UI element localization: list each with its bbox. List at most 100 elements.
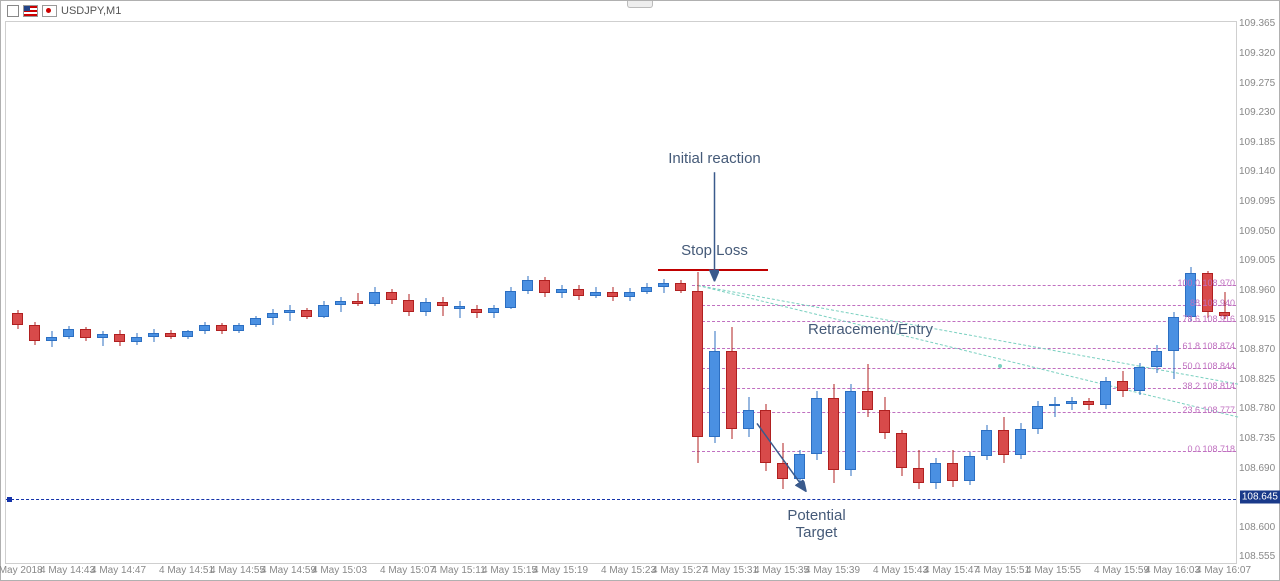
candle (454, 22, 465, 565)
candle (1049, 22, 1060, 565)
candle (386, 22, 397, 565)
candle (199, 22, 210, 565)
y-tick: 108.780 (1239, 403, 1275, 414)
chart-frame: USDJPY,M1 Initial reaction Stop Loss Retra… (0, 0, 1280, 581)
candle (182, 22, 193, 565)
y-tick: 109.185 (1239, 137, 1275, 148)
candle (930, 22, 941, 565)
candle (777, 22, 788, 565)
fib-level-label: 88 108.940 (1190, 298, 1235, 308)
candle (1083, 22, 1094, 565)
candle (539, 22, 550, 565)
y-tick: 108.960 (1239, 285, 1275, 296)
candle (1219, 22, 1230, 565)
candle (811, 22, 822, 565)
y-tick: 108.690 (1239, 463, 1275, 474)
y-tick: 109.320 (1239, 48, 1275, 59)
candle (216, 22, 227, 565)
fib-level-label: 50.0 108.844 (1182, 361, 1235, 371)
candle (947, 22, 958, 565)
x-tick: 4 May 15:11 (431, 565, 485, 576)
candle (437, 22, 448, 565)
flag-jp-icon (42, 5, 57, 17)
chart-title: USDJPY,M1 (7, 5, 121, 17)
candle (301, 22, 312, 565)
candle (590, 22, 601, 565)
price-plot[interactable]: Initial reaction Stop Loss Retracement/Ent… (5, 21, 1237, 564)
candle (1168, 22, 1179, 565)
candle (114, 22, 125, 565)
candle (998, 22, 1009, 565)
x-axis: 4 May 20184 May 14:434 May 14:474 May 14… (5, 565, 1237, 579)
x-tick: 4 May 15:23 (601, 565, 656, 576)
candle (488, 22, 499, 565)
y-tick: 109.230 (1239, 107, 1275, 118)
candle (1015, 22, 1026, 565)
annotation-stop-loss: Stop Loss (681, 242, 748, 259)
x-tick: 4 May 14:51 (159, 565, 214, 576)
candle (505, 22, 516, 565)
candle (46, 22, 57, 565)
candle (624, 22, 635, 565)
candle (250, 22, 261, 565)
candle (267, 22, 278, 565)
candle (80, 22, 91, 565)
candle (165, 22, 176, 565)
candle (284, 22, 295, 565)
candle (335, 22, 346, 565)
y-tick: 108.555 (1239, 551, 1275, 562)
candle (760, 22, 771, 565)
x-tick: 4 May 16:03 (1145, 565, 1200, 576)
candle (1202, 22, 1213, 565)
candle (1100, 22, 1111, 565)
annotation-retracement-entry: Retracement/Entry (808, 321, 933, 338)
stop-loss-line (658, 269, 768, 271)
candle (828, 22, 839, 565)
x-tick: 4 May 15:27 (652, 565, 707, 576)
x-tick: 4 May 15:31 (703, 565, 758, 576)
candle (607, 22, 618, 565)
candle (352, 22, 363, 565)
candle (981, 22, 992, 565)
y-axis: 109.365109.320109.275109.230109.185109.1… (1237, 21, 1279, 564)
x-tick: 4 May 15:15 (482, 565, 537, 576)
candle (148, 22, 159, 565)
x-tick: 4 May 14:47 (91, 565, 146, 576)
candle (743, 22, 754, 565)
candle (1032, 22, 1043, 565)
y-tick: 109.050 (1239, 226, 1275, 237)
fib-level-label: 61.8 108.874 (1182, 341, 1235, 351)
annotation-initial-reaction: Initial reaction (668, 150, 761, 167)
x-tick: 4 May 15:03 (312, 565, 367, 576)
fib-level-label: 78.6 108.916 (1182, 314, 1235, 324)
candle (1117, 22, 1128, 565)
candle (658, 22, 669, 565)
y-tick: 108.735 (1239, 433, 1275, 444)
candle (1151, 22, 1162, 565)
x-tick: 4 May 2018 (0, 565, 43, 576)
y-tick: 108.600 (1239, 522, 1275, 533)
candle (862, 22, 873, 565)
fib-level-label: 0.0 108.718 (1187, 444, 1235, 454)
candle (692, 22, 703, 565)
y-tick: 108.870 (1239, 344, 1275, 355)
candle (131, 22, 142, 565)
y-tick: 109.140 (1239, 166, 1275, 177)
candle (794, 22, 805, 565)
x-tick: 4 May 15:35 (754, 565, 809, 576)
current-price-box: 108.645 (1240, 491, 1280, 504)
candle (403, 22, 414, 565)
fib-level-label: 23.6 108.777 (1182, 405, 1235, 415)
candle (471, 22, 482, 565)
candle (556, 22, 567, 565)
candle (1134, 22, 1145, 565)
annotation-potential-target: PotentialTarget (787, 507, 845, 541)
candle (1185, 22, 1196, 565)
drag-handle[interactable] (627, 1, 653, 8)
x-tick: 4 May 14:43 (40, 565, 95, 576)
fib-level-label: 38.2 108.814 (1182, 381, 1235, 391)
window-system-icons (7, 5, 19, 17)
x-tick: 4 May 15:59 (1094, 565, 1149, 576)
candle (12, 22, 23, 565)
y-tick: 109.275 (1239, 78, 1275, 89)
